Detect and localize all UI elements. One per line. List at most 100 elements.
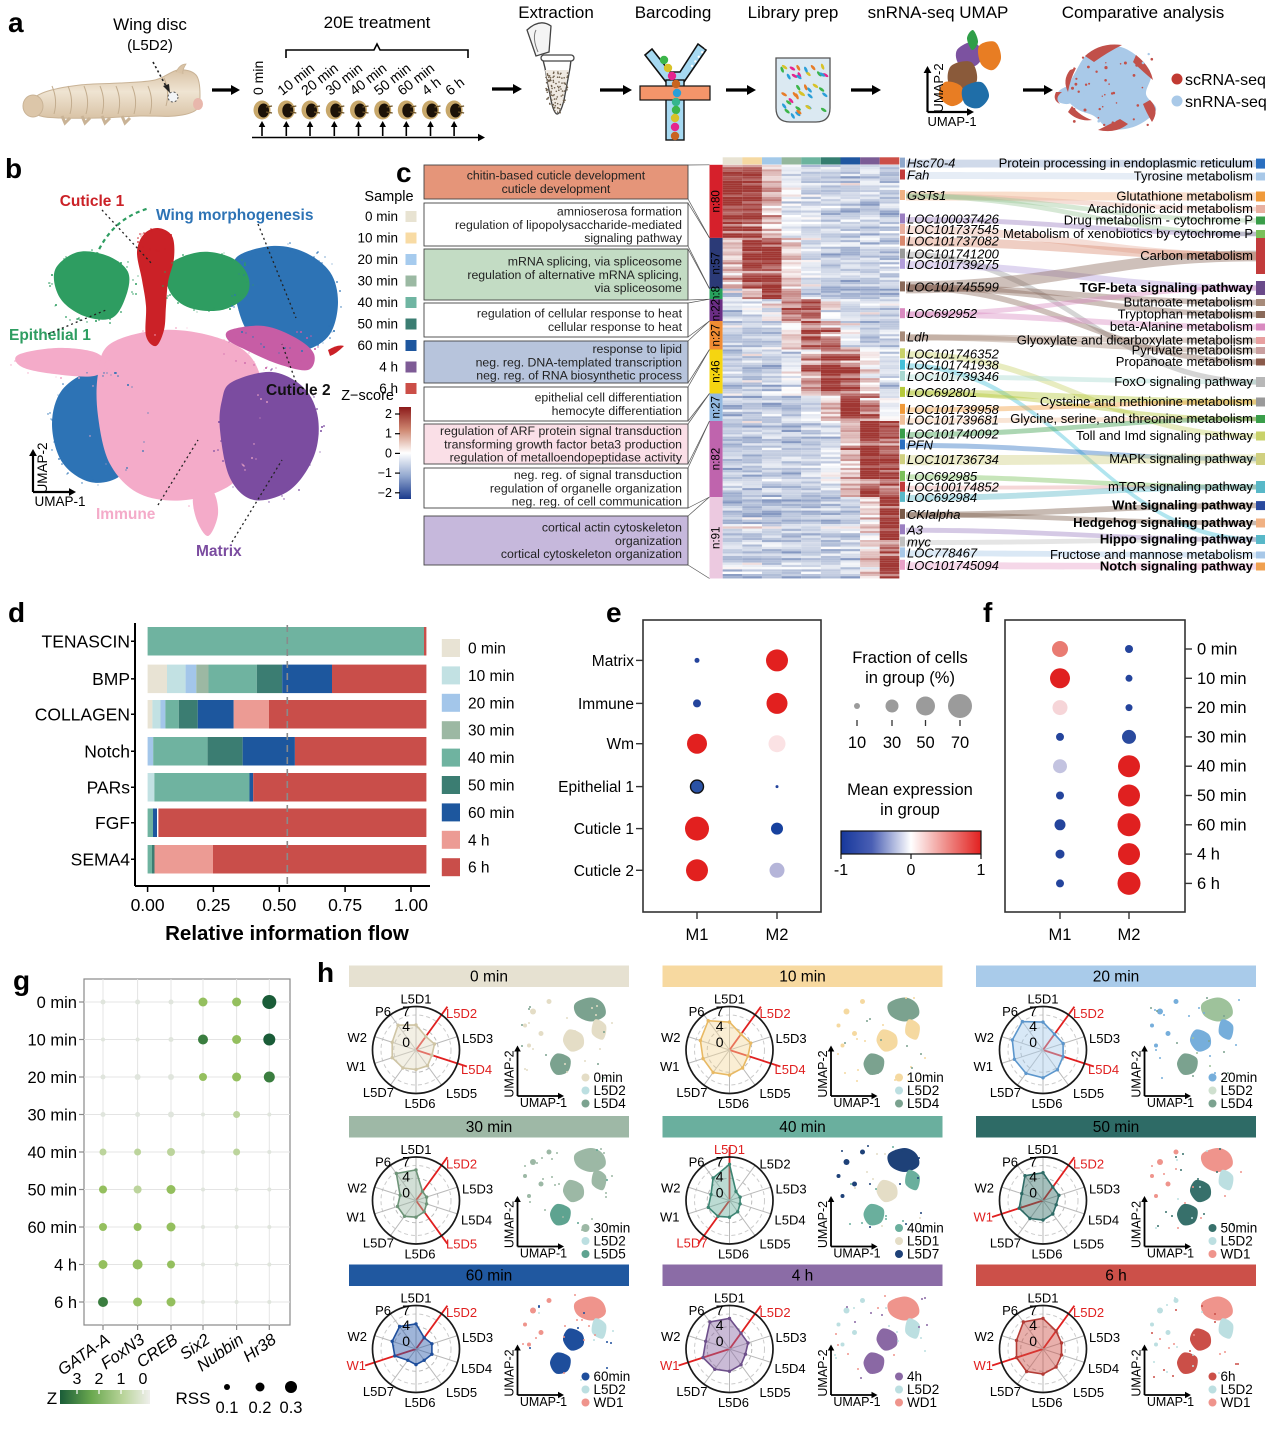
svg-text:L5D2: L5D2: [446, 1305, 477, 1320]
svg-text:7: 7: [1029, 1154, 1037, 1170]
svg-text:mTOR signaling pathway: mTOR signaling pathway: [1108, 479, 1253, 494]
svg-text:6 h: 6 h: [1197, 875, 1220, 893]
svg-text:30 min: 30 min: [468, 723, 515, 740]
svg-text:Immune: Immune: [96, 506, 156, 523]
svg-text:regulation of ARF protein sign: regulation of ARF protein signal transdu…: [440, 424, 682, 438]
svg-text:0 min: 0 min: [365, 209, 398, 224]
svg-text:Epithelial 1: Epithelial 1: [9, 327, 91, 344]
svg-text:Barcoding: Barcoding: [635, 3, 712, 22]
svg-text:UMAP-1: UMAP-1: [1147, 1247, 1194, 1261]
svg-text:L5D7: L5D7: [363, 1085, 394, 1100]
svg-text:4 h: 4 h: [1197, 846, 1220, 864]
svg-text:0: 0: [1029, 1034, 1037, 1050]
svg-text:L5D2: L5D2: [1073, 1157, 1104, 1172]
svg-text:20 min: 20 min: [468, 695, 515, 712]
svg-text:7: 7: [716, 1154, 724, 1170]
svg-text:4: 4: [402, 1169, 410, 1185]
svg-text:n:80: n:80: [711, 190, 723, 212]
svg-text:10 min: 10 min: [1197, 670, 1247, 688]
svg-text:50 min: 50 min: [468, 778, 515, 795]
svg-text:-1: -1: [834, 862, 848, 879]
svg-text:UMAP-2: UMAP-2: [1130, 1201, 1144, 1248]
svg-text:L5D4: L5D4: [594, 1096, 627, 1111]
svg-text:L5D3: L5D3: [1089, 1031, 1120, 1046]
svg-text:COLLAGEN: COLLAGEN: [35, 704, 130, 724]
svg-text:Mean expression: Mean expression: [847, 781, 973, 799]
svg-text:via spliceosome: via spliceosome: [595, 281, 683, 295]
svg-text:0: 0: [385, 446, 392, 460]
svg-text:regulation of metalloendopepti: regulation of metalloendopeptidase activ…: [450, 451, 683, 465]
svg-text:50 min: 50 min: [1197, 787, 1247, 805]
svg-text:6 h: 6 h: [468, 860, 490, 877]
svg-text:c: c: [396, 157, 412, 188]
svg-text:W2: W2: [661, 1030, 681, 1045]
svg-text:neg. reg. of signal transducti: neg. reg. of signal transduction: [514, 468, 682, 482]
svg-text:Comparative analysis: Comparative analysis: [1062, 3, 1225, 22]
svg-text:L5D7: L5D7: [990, 1384, 1021, 1399]
svg-text:L5D4: L5D4: [775, 1213, 806, 1228]
svg-text:chitin-based cuticle developme: chitin-based cuticle development: [467, 169, 646, 183]
svg-text:L5D6: L5D6: [404, 1096, 435, 1111]
svg-text:P6: P6: [1002, 1155, 1018, 1170]
svg-text:hemocyte differentiation: hemocyte differentiation: [552, 404, 682, 418]
svg-text:0.3: 0.3: [280, 1399, 303, 1417]
svg-text:4: 4: [402, 1018, 410, 1034]
svg-text:L5D5: L5D5: [446, 1237, 477, 1252]
svg-text:W1: W1: [347, 1059, 367, 1074]
svg-text:W2: W2: [975, 1030, 995, 1045]
svg-text:CKIalpha: CKIalpha: [907, 507, 960, 522]
svg-text:0: 0: [139, 1371, 148, 1388]
svg-text:40 min: 40 min: [1197, 758, 1247, 776]
svg-text:n:27: n:27: [711, 324, 723, 346]
svg-text:Tyrosine metabolism: Tyrosine metabolism: [1134, 169, 1253, 184]
svg-text:L5D7: L5D7: [676, 1384, 707, 1399]
svg-text:cortical cytoskeleton organiza: cortical cytoskeleton organization: [501, 547, 682, 561]
svg-text:snRNA-seq UMAP: snRNA-seq UMAP: [868, 3, 1009, 22]
svg-text:LOC101739346: LOC101739346: [907, 369, 1000, 384]
svg-text:4: 4: [716, 1317, 724, 1333]
svg-text:UMAP-1: UMAP-1: [927, 114, 976, 129]
svg-text:L5D2: L5D2: [1073, 1006, 1104, 1021]
svg-text:L5D5: L5D5: [1073, 1385, 1104, 1400]
svg-text:7: 7: [716, 1003, 724, 1019]
svg-text:UMAP-1: UMAP-1: [520, 1247, 567, 1261]
svg-text:Cuticle 2: Cuticle 2: [574, 863, 634, 880]
svg-text:cellular response to heat: cellular response to heat: [548, 320, 683, 334]
svg-text:Cuticle 1: Cuticle 1: [60, 193, 125, 210]
svg-text:3: 3: [73, 1371, 82, 1388]
svg-text:b: b: [5, 153, 22, 184]
svg-text:L5D7: L5D7: [676, 1236, 707, 1251]
svg-text:LOC692801: LOC692801: [907, 385, 977, 400]
svg-text:L5D2: L5D2: [446, 1006, 477, 1021]
svg-text:Fraction of cells: Fraction of cells: [852, 649, 968, 667]
svg-text:UMAP-2: UMAP-2: [816, 1201, 830, 1248]
svg-text:n:57: n:57: [711, 252, 723, 274]
svg-text:L5D6: L5D6: [718, 1395, 749, 1410]
svg-text:Sample: Sample: [364, 189, 413, 205]
svg-text:6 h: 6 h: [54, 1294, 77, 1312]
svg-text:L5D6: L5D6: [1031, 1395, 1062, 1410]
svg-text:W2: W2: [348, 1030, 368, 1045]
svg-text:UMAP-2: UMAP-2: [503, 1050, 517, 1097]
svg-text:W1: W1: [660, 1210, 680, 1225]
svg-text:Wm: Wm: [606, 736, 634, 753]
svg-text:UMAP-1: UMAP-1: [520, 1395, 567, 1409]
svg-text:L5D2: L5D2: [760, 1305, 791, 1320]
svg-text:30 min: 30 min: [1197, 728, 1247, 746]
svg-text:50: 50: [916, 734, 934, 752]
svg-text:4: 4: [716, 1018, 724, 1034]
svg-text:d: d: [8, 597, 25, 628]
svg-text:Extraction: Extraction: [518, 3, 594, 22]
svg-text:W1: W1: [660, 1059, 680, 1074]
svg-text:L5D7: L5D7: [907, 1247, 939, 1262]
svg-text:0: 0: [402, 1185, 410, 1201]
svg-text:MAPK signaling pathway: MAPK signaling pathway: [1109, 451, 1253, 466]
svg-text:W1: W1: [347, 1358, 367, 1373]
svg-text:W2: W2: [348, 1181, 368, 1196]
svg-text:scRNA-seq: scRNA-seq: [1185, 72, 1266, 89]
svg-text:1: 1: [385, 427, 392, 441]
svg-text:n:22: n:22: [711, 299, 723, 321]
svg-text:7: 7: [1029, 1003, 1037, 1019]
svg-text:M2: M2: [1118, 926, 1141, 944]
svg-text:7: 7: [402, 1302, 410, 1318]
